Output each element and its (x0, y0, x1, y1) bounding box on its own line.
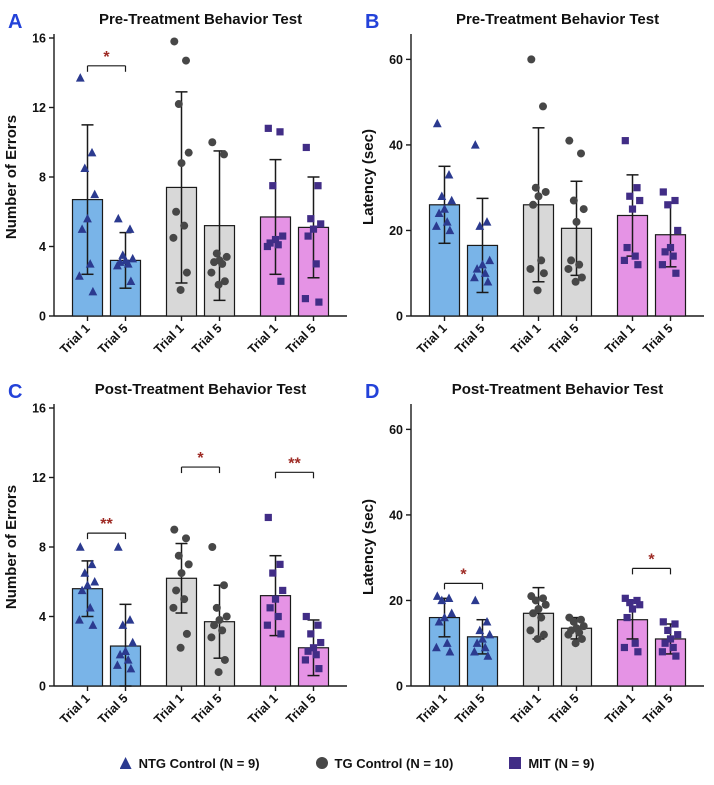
svg-text:*: * (460, 566, 467, 583)
svg-text:Trial 5: Trial 5 (189, 691, 224, 726)
panel-d-chart: Post-Treatment Behavior Test D Latency (se… (360, 381, 704, 727)
svg-text:Trial 5: Trial 5 (95, 691, 130, 726)
svg-text:Pre-Treatment Behavior Test: Pre-Treatment Behavior Test (456, 11, 659, 28)
legend-item-tg-control: TG Control (N = 10) (315, 755, 454, 771)
svg-text:Trial 5: Trial 5 (640, 691, 675, 726)
svg-text:Trial 5: Trial 5 (640, 321, 675, 356)
svg-text:0: 0 (39, 310, 46, 324)
svg-text:D: D (365, 381, 379, 403)
svg-text:4: 4 (39, 610, 46, 624)
legend-item-mit: MIT (N = 9) (509, 756, 594, 771)
svg-text:16: 16 (32, 32, 46, 46)
svg-text:*: * (648, 551, 655, 568)
svg-text:*: * (103, 49, 110, 66)
svg-text:Trial 5: Trial 5 (546, 321, 581, 356)
svg-text:Trial 1: Trial 1 (57, 321, 92, 356)
svg-text:Number of Errors: Number of Errors (3, 485, 20, 609)
legend-label-ntg: NTG Control (N = 9) (138, 755, 260, 771)
square-marker-icon (509, 757, 522, 769)
svg-text:16: 16 (32, 402, 46, 416)
svg-text:Trial 5: Trial 5 (189, 321, 224, 356)
svg-text:Trial 5: Trial 5 (283, 691, 318, 726)
svg-text:0: 0 (39, 680, 46, 694)
svg-text:Trial 1: Trial 1 (414, 321, 449, 356)
svg-text:40: 40 (389, 508, 403, 522)
svg-text:C: C (8, 381, 22, 403)
svg-text:12: 12 (32, 471, 46, 485)
svg-text:A: A (8, 11, 22, 33)
svg-text:Pre-Treatment Behavior Test: Pre-Treatment Behavior Test (99, 11, 302, 28)
svg-text:Trial 1: Trial 1 (508, 691, 543, 726)
legend-label-tg: TG Control (N = 10) (334, 755, 454, 771)
svg-text:Trial 5: Trial 5 (95, 321, 130, 356)
svg-text:20: 20 (389, 224, 403, 238)
svg-text:*: * (197, 450, 204, 467)
svg-text:0: 0 (396, 310, 403, 324)
svg-text:8: 8 (39, 171, 46, 185)
svg-text:Number of Errors: Number of Errors (3, 115, 20, 239)
svg-text:60: 60 (389, 53, 403, 67)
svg-text:Trial 1: Trial 1 (57, 691, 92, 726)
svg-text:**: ** (288, 455, 301, 472)
circle-marker-icon (315, 757, 328, 769)
svg-text:Latency (sec): Latency (sec) (360, 499, 377, 595)
svg-text:Post-Treatment Behavior Test: Post-Treatment Behavior Test (452, 381, 663, 398)
svg-text:Trial 1: Trial 1 (245, 691, 280, 726)
legend-label-mit: MIT (N = 9) (528, 755, 595, 771)
figure-legend: NTG Control (N = 9) TG Control (N = 10) … (0, 744, 714, 782)
panel-c-chart: Post-Treatment Behavior Test C Number of E… (3, 381, 347, 727)
svg-text:Trial 5: Trial 5 (452, 321, 487, 356)
svg-text:Trial 1: Trial 1 (151, 321, 186, 356)
svg-text:Trial 5: Trial 5 (452, 691, 487, 726)
svg-text:20: 20 (389, 594, 403, 608)
svg-text:8: 8 (39, 541, 46, 555)
svg-text:Trial 5: Trial 5 (283, 321, 318, 356)
svg-text:Trial 1: Trial 1 (245, 321, 280, 356)
svg-text:Trial 1: Trial 1 (602, 321, 637, 356)
svg-text:4: 4 (39, 240, 46, 254)
panel-grid: Pre-Treatment Behavior Test A Number of Er… (0, 4, 714, 744)
svg-text:Trial 1: Trial 1 (151, 691, 186, 726)
svg-text:**: ** (100, 516, 113, 533)
triangle-marker-icon (119, 757, 132, 769)
svg-text:60: 60 (389, 423, 403, 437)
svg-text:Trial 5: Trial 5 (546, 691, 581, 726)
svg-text:Trial 1: Trial 1 (508, 321, 543, 356)
svg-text:Latency (sec): Latency (sec) (360, 129, 377, 225)
svg-text:Post-Treatment Behavior Test: Post-Treatment Behavior Test (95, 381, 306, 398)
svg-text:B: B (365, 11, 379, 33)
panel-b-chart: Pre-Treatment Behavior Test B Latency (sec… (360, 11, 704, 357)
svg-text:12: 12 (32, 101, 46, 115)
svg-text:Trial 1: Trial 1 (414, 691, 449, 726)
svg-text:0: 0 (396, 680, 403, 694)
svg-text:Trial 1: Trial 1 (602, 691, 637, 726)
legend-item-ntg-control: NTG Control (N = 9) (119, 755, 260, 771)
svg-text:40: 40 (389, 138, 403, 152)
panel-a-chart: Pre-Treatment Behavior Test A Number of Er… (3, 11, 347, 357)
